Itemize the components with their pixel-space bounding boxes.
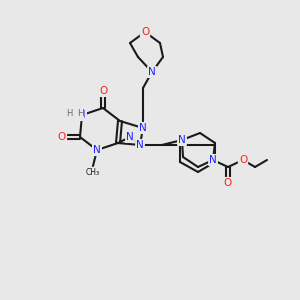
Text: N: N (139, 123, 147, 133)
Text: H: H (76, 110, 83, 118)
Text: N: N (93, 145, 101, 155)
Text: N: N (93, 145, 101, 155)
Text: H: H (66, 110, 72, 118)
Text: N: N (78, 110, 86, 120)
Text: N: N (136, 140, 144, 150)
Text: N: N (148, 67, 156, 77)
Text: O: O (141, 27, 149, 37)
Text: N: N (126, 132, 134, 142)
Text: O: O (58, 132, 66, 142)
Text: O: O (239, 155, 247, 165)
Text: N: N (139, 123, 147, 133)
Text: CH₃: CH₃ (86, 168, 100, 177)
Text: N: N (78, 110, 86, 120)
Text: O: O (99, 86, 107, 96)
Text: O: O (224, 178, 232, 188)
Text: N: N (209, 155, 217, 165)
Text: N: N (178, 135, 186, 145)
